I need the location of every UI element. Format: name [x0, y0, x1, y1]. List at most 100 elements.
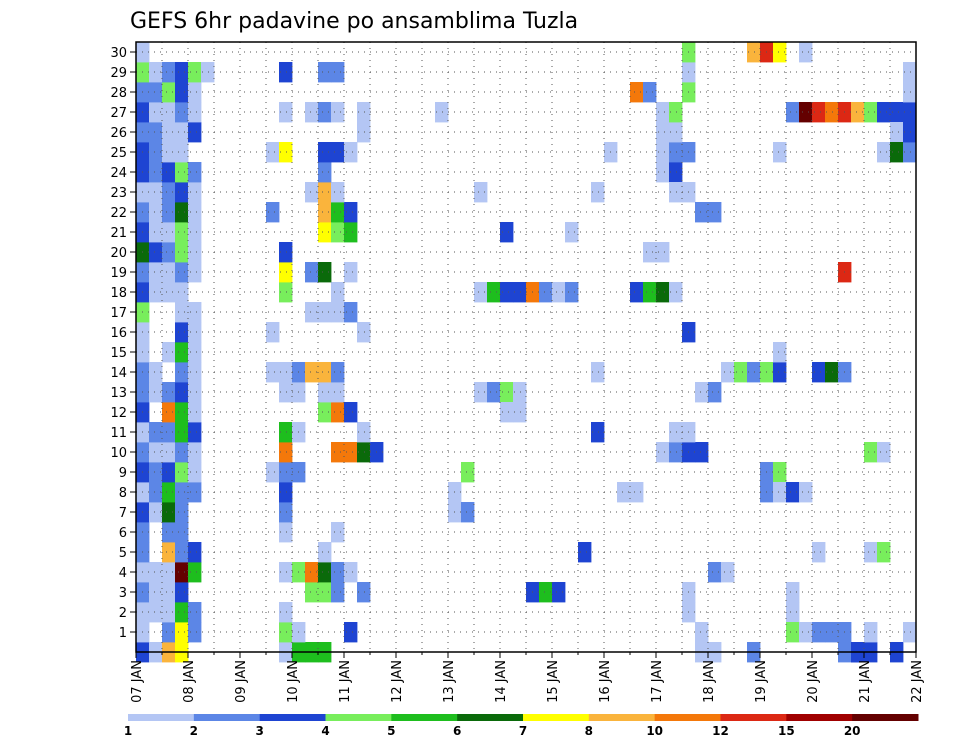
- heatmap-cell: [279, 102, 293, 123]
- heatmap-cell: [656, 242, 670, 263]
- heatmap-cell: [695, 622, 709, 643]
- colorbar-label: 7: [519, 724, 527, 738]
- heatmap-cell: [903, 82, 917, 103]
- heatmap-cell: [331, 362, 345, 383]
- heatmap-cell: [721, 562, 735, 583]
- heatmap-cell: [162, 122, 176, 143]
- heatmap-cell: [162, 102, 176, 123]
- heatmap-cell: [279, 142, 293, 163]
- heatmap-cell: [344, 622, 358, 643]
- heatmap-cell: [487, 282, 501, 303]
- heatmap-cell: [188, 262, 202, 283]
- chart-title: GEFS 6hr padavine po ansamblima Tuzla: [130, 9, 578, 34]
- heatmap-cell: [149, 602, 163, 623]
- heatmap-cell: [162, 202, 176, 223]
- heatmap-cell: [357, 442, 371, 463]
- heatmap-cell: [149, 502, 163, 523]
- plot-frame: [135, 41, 917, 653]
- colorbar-swatch: [193, 714, 261, 721]
- heatmap-cell: [149, 362, 163, 383]
- heatmap-cell: [474, 382, 488, 403]
- colorbar-swatch: [128, 714, 195, 721]
- heatmap-cell: [487, 382, 501, 403]
- heatmap-cell: [877, 442, 891, 463]
- heatmap-cell: [669, 162, 683, 183]
- colorbar-label: 20: [844, 724, 861, 738]
- y-tick-label: 13: [110, 386, 127, 401]
- heatmap-cell: [162, 422, 176, 443]
- heatmap-cell: [188, 222, 202, 243]
- heatmap-cell: [175, 322, 189, 343]
- heatmap-cell: [903, 142, 917, 163]
- x-tick-label: 15 JAN: [546, 660, 561, 703]
- heatmap-cell: [617, 482, 631, 503]
- heatmap-cell: [149, 242, 163, 263]
- heatmap-cell: [656, 142, 670, 163]
- heatmap-cell: [331, 522, 345, 543]
- heatmap-cell: [318, 542, 332, 563]
- heatmap-cell: [357, 122, 371, 143]
- x-tick-label: 19 JAN: [754, 660, 769, 703]
- heatmap-cell: [188, 382, 202, 403]
- heatmap-cell: [175, 142, 189, 163]
- heatmap-cell: [864, 442, 878, 463]
- heatmap-cell: [149, 422, 163, 443]
- colorbar-swatch: [654, 714, 721, 721]
- y-tick-label: 26: [110, 126, 127, 141]
- heatmap-cell: [318, 222, 332, 243]
- heatmap-cell: [786, 622, 800, 643]
- colorbar-swatch: [588, 714, 656, 721]
- heatmap-cell: [643, 242, 657, 263]
- y-tick-label: 14: [110, 366, 127, 381]
- heatmap-cell: [149, 582, 163, 603]
- x-tick-label: 07 JAN: [130, 660, 145, 703]
- heatmap-cell: [500, 402, 514, 423]
- y-tick-label: 17: [110, 306, 127, 321]
- heatmap-cell: [786, 602, 800, 623]
- heatmap-cell: [175, 362, 189, 383]
- y-tick-label: 8: [119, 486, 127, 501]
- heatmap-cell: [344, 202, 358, 223]
- heatmap-cell: [175, 462, 189, 483]
- heatmap-cell: [188, 62, 202, 83]
- heatmap-cell: [825, 362, 839, 383]
- heatmap-cell: [331, 202, 345, 223]
- heatmap-cell: [162, 162, 176, 183]
- heatmap-cell: [149, 62, 163, 83]
- heatmap-cell: [149, 442, 163, 463]
- heatmap-cell: [175, 522, 189, 543]
- heatmap-cell: [188, 482, 202, 503]
- x-tick-label: 16 JAN: [598, 660, 613, 703]
- heatmap-cell: [279, 482, 293, 503]
- y-tick-label: 9: [119, 466, 127, 481]
- heatmap-cell: [643, 82, 657, 103]
- heatmap-cell: [331, 582, 345, 603]
- heatmap-cell: [747, 42, 761, 63]
- heatmap-cell: [162, 562, 176, 583]
- heatmap-cell: [331, 402, 345, 423]
- heatmap-cell: [812, 102, 826, 123]
- heatmap-cell: [695, 202, 709, 223]
- heatmap-cell: [175, 482, 189, 503]
- heatmap-cell: [786, 102, 800, 123]
- heatmap-cell: [266, 362, 280, 383]
- colorbar-label: 15: [778, 724, 795, 738]
- colorbar-label: 8: [585, 724, 593, 738]
- colorbar-label: 4: [321, 724, 329, 738]
- heatmap-cell: [149, 482, 163, 503]
- heatmap-cell: [877, 142, 891, 163]
- y-tick-label: 1: [119, 626, 127, 641]
- heatmap-cell: [162, 182, 176, 203]
- y-tick-label: 21: [110, 226, 127, 241]
- heatmap-cell: [162, 602, 176, 623]
- heatmap-cell: [149, 222, 163, 243]
- heatmap-cell: [552, 582, 566, 603]
- y-tick-label: 18: [110, 286, 127, 301]
- heatmap-cell: [279, 462, 293, 483]
- heatmap-cell: [188, 602, 202, 623]
- heatmap-cell: [175, 622, 189, 643]
- colorbar-swatch: [523, 714, 590, 721]
- heatmap-cell: [279, 282, 293, 303]
- x-tick-label: 22 JAN: [910, 660, 925, 703]
- heatmap-cell: [162, 522, 176, 543]
